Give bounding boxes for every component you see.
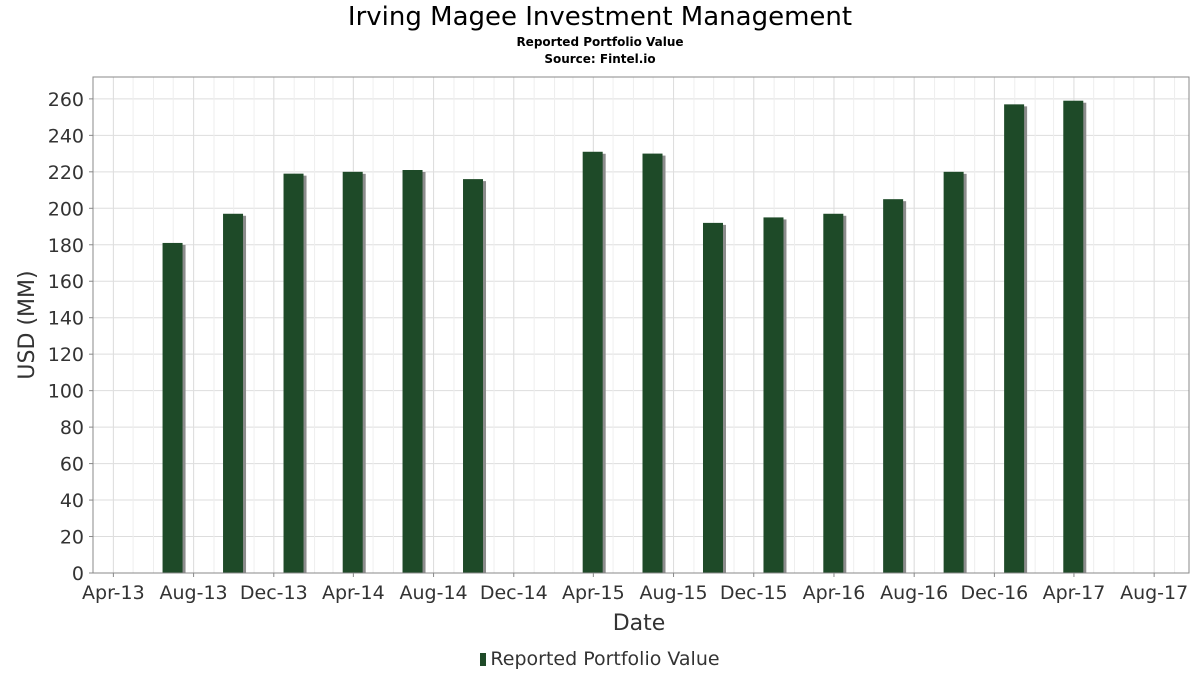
bar — [1004, 104, 1025, 574]
y-tick-label: 160 — [48, 271, 84, 293]
x-tick-label: Dec-16 — [960, 582, 1028, 604]
bar — [342, 171, 363, 573]
chart-source: Source: Fintel.io — [544, 52, 656, 66]
bar — [883, 199, 904, 574]
legend: Reported Portfolio Value — [0, 648, 1200, 670]
x-tick-label: Aug-13 — [160, 582, 228, 604]
y-tick-label: 240 — [48, 125, 84, 147]
bar — [162, 242, 183, 574]
bar — [823, 213, 844, 573]
plot-frame — [92, 76, 1190, 574]
y-tick-label: 0 — [72, 563, 84, 585]
x-tick-label: Aug-16 — [880, 582, 948, 604]
y-tick-label: 40 — [60, 490, 84, 512]
bar-chart: 0 20 40 60 80 100 120 140 160 180 200 220 240 260 Apr-… — [15, 76, 1190, 636]
chart-subtitle: Reported Portfolio Value — [516, 35, 684, 49]
bar — [582, 151, 603, 573]
y-tick-label: 80 — [60, 417, 84, 439]
y-tick-label: 20 — [60, 527, 84, 549]
x-axis-label: Date — [613, 611, 666, 636]
bar — [283, 173, 304, 573]
bar — [642, 153, 663, 573]
y-tick-label: 260 — [48, 89, 84, 111]
x-tick-label: Apr-16 — [803, 582, 866, 604]
bar — [943, 171, 964, 573]
bar — [702, 222, 723, 573]
y-tick-label: 100 — [48, 381, 84, 403]
y-tick-label: 60 — [60, 454, 84, 476]
bar — [463, 179, 484, 573]
bar-layer — [162, 100, 1087, 574]
x-tick-label: Apr-14 — [322, 582, 385, 604]
x-tick-label: Apr-15 — [562, 582, 625, 604]
y-tick-label: 140 — [48, 308, 84, 330]
x-tick-label: Dec-13 — [240, 582, 308, 604]
bar — [223, 213, 244, 573]
x-tick-label: Dec-14 — [480, 582, 548, 604]
x-tick-label: Aug-17 — [1120, 582, 1188, 604]
legend-swatch — [480, 653, 487, 666]
chart-title: Irving Magee Investment Management — [347, 2, 853, 32]
bar — [763, 217, 784, 574]
y-axis-label: USD (MM) — [15, 270, 40, 379]
y-tick-label: 120 — [48, 344, 84, 366]
bar — [1063, 100, 1084, 574]
axis-layer: 0 20 40 60 80 100 120 140 160 180 200 220 240 260 Apr-… — [48, 89, 1188, 604]
x-tick-label: Aug-14 — [399, 582, 467, 604]
legend-label: Reported Portfolio Value — [490, 648, 720, 670]
x-tick-label: Aug-15 — [639, 582, 707, 604]
y-tick-label: 220 — [48, 162, 84, 184]
x-tick-label: Dec-15 — [720, 582, 788, 604]
y-tick-label: 180 — [48, 235, 84, 257]
bar — [402, 170, 423, 573]
x-tick-label: Apr-17 — [1043, 582, 1106, 604]
x-tick-label: Apr-13 — [82, 582, 145, 604]
y-tick-label: 200 — [48, 198, 84, 220]
